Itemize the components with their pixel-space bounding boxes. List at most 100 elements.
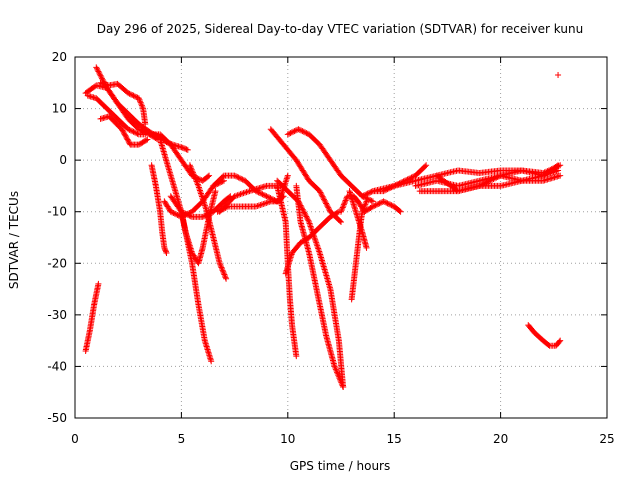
data-point-arc-18-57: [320, 194, 327, 201]
data-point-arc-17-7: [223, 204, 230, 211]
data-point-arc-27-3: [363, 191, 370, 198]
data-point-arc-20-30: [302, 212, 309, 219]
data-point-arc-31-86: [555, 162, 562, 169]
series-arc-10: [157, 136, 215, 365]
data-point-arc-11-12: [173, 211, 180, 218]
data-point-arc-14-69: [219, 265, 226, 272]
data-point-arc-14-19: [197, 190, 204, 197]
data-point-arc-17-4: [219, 206, 226, 213]
data-point-arc-22-8: [295, 126, 302, 133]
data-point-arc-14-3: [188, 166, 195, 173]
series-arc-05: [97, 79, 149, 128]
data-point-arc-09-3: [154, 132, 161, 139]
data-point-arc-05-35: [139, 104, 146, 111]
data-point-arc-24-44: [381, 199, 388, 206]
data-point-arc-24-36: [371, 202, 378, 209]
series-arc-06: [97, 113, 151, 148]
data-point-arc-05-30: [136, 96, 143, 103]
data-point-arc-23-127: [336, 375, 343, 382]
data-point-arc-18-60: [322, 199, 329, 206]
data-point-arc-24-3: [339, 204, 346, 211]
data-point-arc-04-43: [134, 130, 141, 137]
data-point-arc-02-0: [93, 64, 100, 71]
data-point-arc-17-56: [283, 177, 290, 184]
data-point-arc-27-1: [360, 192, 367, 199]
data-point-arc-05-22: [126, 90, 133, 97]
data-point-arc-23-123: [334, 369, 341, 376]
data-point-arc-31-85: [553, 163, 560, 170]
data-point-arc-15-41: [260, 191, 267, 198]
data-point-arc-07-58: [163, 249, 170, 256]
y-tick-label: 10: [52, 102, 67, 116]
data-point-arc-04-40: [130, 128, 137, 135]
data-point-arc-22-77: [368, 197, 375, 204]
data-point-arc-09-13: [166, 140, 173, 147]
data-point-arc-24-49: [388, 202, 395, 209]
data-point-arc-24-43: [380, 198, 387, 205]
series-arc-23: [293, 182, 347, 391]
data-point-arc-05-46: [142, 121, 149, 128]
series-arc-31: [433, 162, 562, 195]
y-tick-label: -30: [47, 308, 67, 322]
data-point-arc-16-18: [237, 191, 244, 198]
data-point-arc-18-76: [336, 217, 343, 224]
data-point-arc-16-15: [233, 192, 240, 199]
data-point-arc-31-33: [479, 181, 486, 188]
data-point-arc-15-40: [259, 191, 266, 198]
data-point-arc-31-40: [489, 176, 496, 183]
data-point-arc-04-48: [142, 131, 149, 138]
data-point-arc-17-59: [284, 172, 291, 179]
data-point-arc-15-9: [219, 173, 226, 180]
data-point-arc-20-54: [315, 247, 322, 254]
data-points: [82, 64, 564, 391]
data-point-arc-31-44: [494, 173, 501, 180]
data-point-arc-19-110: [293, 353, 300, 360]
data-point-arc-25-60: [361, 202, 368, 209]
data-point-arc-23-124: [334, 370, 341, 377]
data-point-arc-04-39: [129, 128, 136, 135]
data-point-arc-23-133: [340, 384, 347, 391]
data-point-arc-14-18: [197, 188, 204, 195]
data-point-arc-14-13: [194, 181, 201, 188]
data-point-arc-22-11: [299, 128, 306, 135]
data-point-arc-02-5: [96, 71, 103, 78]
y-tick-label: -10: [47, 205, 67, 219]
data-point-arc-20-51: [314, 242, 321, 249]
data-point-arc-22-3: [288, 129, 295, 136]
data-point-arc-06-20: [120, 128, 127, 135]
data-point-arc-09-23: [179, 144, 186, 151]
data-point-arc-08-51: [205, 173, 211, 180]
data-point-arc-21-56: [334, 209, 341, 216]
data-point-arc-09-1: [152, 131, 159, 138]
data-point-arc-02-7: [98, 73, 105, 80]
data-point-arc-06-22: [121, 131, 128, 138]
data-point-arc-06-42: [143, 137, 150, 144]
data-point-arc-18-54: [318, 190, 325, 197]
series-arc-09: [150, 131, 191, 153]
data-point-arc-24-1: [338, 207, 345, 214]
data-point-arc-22-13: [302, 129, 309, 136]
data-point-arc-02-4: [96, 69, 103, 76]
data-point-arc-09-24: [180, 145, 187, 152]
data-point-arc-11-8: [167, 208, 174, 215]
data-point-arc-20-52: [314, 244, 321, 251]
data-point-arc-16-21: [242, 189, 249, 196]
y-tick-label: 20: [52, 50, 67, 64]
data-point-arc-08-52: [206, 172, 213, 179]
data-point-arc-05-32: [137, 99, 144, 106]
data-point-arc-17-1: [215, 208, 222, 215]
data-point-arc-02-49: [135, 126, 142, 133]
data-point-arc-22-5: [291, 128, 298, 135]
data-point-arc-23-125: [335, 372, 342, 379]
data-point-arc-14-76: [223, 275, 230, 282]
data-point-arc-14-17: [196, 187, 203, 194]
data-point-arc-22-6: [292, 127, 299, 134]
data-point-arc-20-47: [312, 236, 319, 243]
data-point-arc-16-20: [240, 190, 247, 197]
x-tick-label: 0: [71, 432, 79, 446]
y-tick-label: 0: [59, 153, 67, 167]
data-point-arc-02-1: [93, 65, 100, 72]
data-point-arc-07-55: [161, 246, 168, 253]
data-point-arc-06-19: [119, 127, 126, 134]
data-point-arc-05-26: [131, 93, 138, 100]
